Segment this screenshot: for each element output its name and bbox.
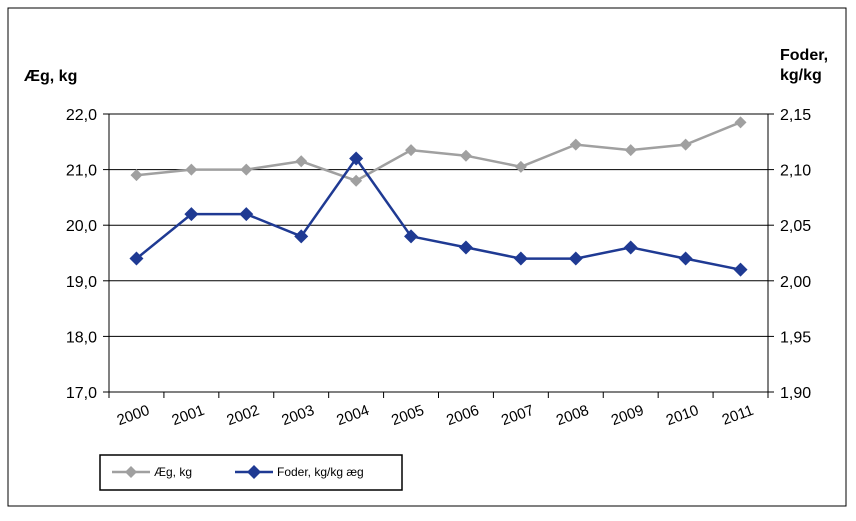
data-point-feed [623, 240, 638, 255]
data-point-feed [349, 151, 364, 166]
data-point-feed [239, 207, 254, 222]
legend-marker-feed [247, 465, 261, 479]
data-point-feed [184, 207, 199, 222]
right-tick-labels: 1,90 1,95 2,00 2,05 2,10 2,15 [780, 107, 811, 402]
data-point-eggs [185, 163, 198, 176]
left-tick-label: 22,0 [66, 107, 97, 124]
left-tick-label: 19,0 [66, 274, 97, 291]
series-line-eggs [136, 121, 741, 183]
right-tick-label: 1,95 [780, 329, 811, 346]
axes [103, 113, 774, 398]
legend: Æg, kg Foder, kg/kg æg [99, 454, 403, 491]
series-line-feed [135, 156, 741, 271]
data-point-eggs [405, 144, 418, 157]
right-axis-title-line2: kg/kg [780, 67, 822, 84]
data-point-feed [733, 262, 748, 277]
data-point-feed [129, 251, 144, 266]
data-point-eggs [569, 138, 582, 151]
data-point-eggs [514, 160, 527, 173]
legend-marker-eggs [125, 466, 137, 478]
right-axis-title-line1: Foder, [780, 47, 828, 64]
data-point-eggs [295, 155, 308, 168]
data-point-eggs [240, 163, 253, 176]
right-tick-label: 2,15 [780, 107, 811, 124]
left-tick-label: 17,0 [66, 385, 97, 402]
data-point-feed [458, 240, 473, 255]
legend-label-feed: Foder, kg/kg æg [277, 465, 364, 479]
data-point-eggs [734, 116, 747, 129]
left-tick-label: 21,0 [66, 163, 97, 180]
left-tick-label: 18,0 [66, 329, 97, 346]
data-point-eggs [624, 144, 637, 157]
right-tick-label: 2,10 [780, 163, 811, 180]
data-point-feed [404, 229, 419, 244]
left-axis-title: Æg, kg [24, 68, 77, 85]
data-point-feed [513, 251, 528, 266]
left-tick-labels: 17,0 18,0 19,0 20,0 21,0 22,0 [66, 107, 97, 402]
data-point-eggs [350, 174, 363, 187]
gridlines [109, 113, 768, 337]
data-point-feed [568, 251, 583, 266]
legend-label-eggs: Æg, kg [154, 465, 192, 479]
data-point-eggs [130, 169, 143, 182]
right-tick-label: 2,00 [780, 274, 811, 291]
data-point-eggs [679, 138, 692, 151]
data-point-feed [678, 251, 693, 266]
data-point-feed [294, 229, 309, 244]
data-point-eggs [459, 149, 472, 162]
right-tick-label: 2,05 [780, 218, 811, 235]
right-tick-label: 1,90 [780, 385, 811, 402]
chart-frame [7, 7, 847, 507]
left-tick-label: 20,0 [66, 218, 97, 235]
series [129, 116, 748, 277]
